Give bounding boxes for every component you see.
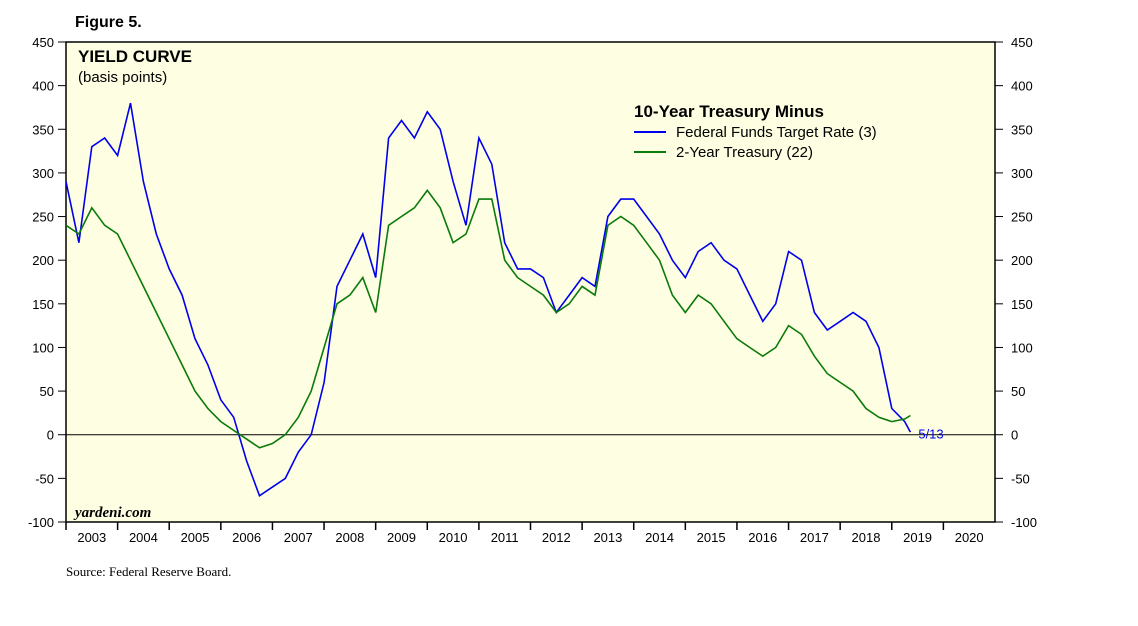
y2-tick-label: 50	[1011, 384, 1025, 399]
y-tick-label: 200	[32, 253, 54, 268]
y-tick-label: -100	[28, 515, 54, 530]
legend-title: 10-Year Treasury Minus	[634, 102, 824, 121]
x-tick-label: 2007	[284, 530, 313, 545]
x-tick-label: 2011	[491, 530, 519, 545]
plot-area	[65, 41, 996, 523]
series-line	[65, 189, 911, 449]
y2-tick-label: 450	[1011, 35, 1033, 50]
x-tick-label: 2008	[335, 530, 364, 545]
y-tick-label: -50	[35, 471, 54, 486]
y-tick-label: 250	[32, 210, 54, 225]
x-tick-label: 2019	[903, 530, 932, 545]
y-tick-label: 400	[32, 79, 54, 94]
x-tick-label: 2018	[852, 530, 881, 545]
marks	[65, 102, 995, 498]
x-tick-label: 2010	[439, 530, 468, 545]
y2-tick-label: 350	[1011, 122, 1033, 137]
series-line	[65, 102, 912, 498]
legend-label: 2-Year Treasury (22)	[676, 144, 813, 161]
figure-label: Figure 5.	[75, 14, 142, 31]
x-tick-label: 2009	[387, 530, 416, 545]
x-tick-label: 2013	[593, 530, 622, 545]
x-tick-label: 2017	[800, 530, 829, 545]
y2-tick-label: 200	[1011, 253, 1033, 268]
annotation: 5/13	[918, 427, 943, 442]
y2-tick-label: 150	[1011, 297, 1033, 312]
x-tick-label: 2004	[129, 530, 158, 545]
y2-tick-label: 250	[1011, 210, 1033, 225]
x-tick-label: 2016	[748, 530, 777, 545]
x-tick-label: 2005	[181, 530, 210, 545]
x-tick-label: 2014	[645, 530, 674, 545]
source: Source: Federal Reserve Board.	[66, 564, 231, 579]
y-tick-label: 50	[40, 384, 54, 399]
y2-tick-label: -50	[1011, 471, 1030, 486]
x-tick-label: 2015	[697, 530, 726, 545]
watermark: yardeni.com	[73, 505, 151, 521]
y2-tick-label: -100	[1011, 515, 1037, 530]
y-tick-label: 150	[32, 297, 54, 312]
y2-tick-label: 100	[1011, 340, 1033, 355]
y-tick-label: 0	[47, 428, 54, 443]
y-tick-label: 100	[32, 340, 54, 355]
y-tick-label: 300	[32, 166, 54, 181]
y2-tick-label: 0	[1011, 428, 1018, 443]
y2-tick-label: 400	[1011, 79, 1033, 94]
x-tick-label: 2012	[542, 530, 571, 545]
y-tick-label: 350	[32, 122, 54, 137]
x-tick-label: 2003	[77, 530, 106, 545]
x-tick-label: 2020	[955, 530, 984, 545]
legend-label: Federal Funds Target Rate (3)	[676, 124, 877, 141]
x-tick-label: 2006	[232, 530, 261, 545]
chart-subtitle: (basis points)	[78, 69, 167, 86]
chart-title: YIELD CURVE	[78, 47, 192, 66]
y2-tick-label: 300	[1011, 166, 1033, 181]
y-tick-label: 450	[32, 35, 54, 50]
